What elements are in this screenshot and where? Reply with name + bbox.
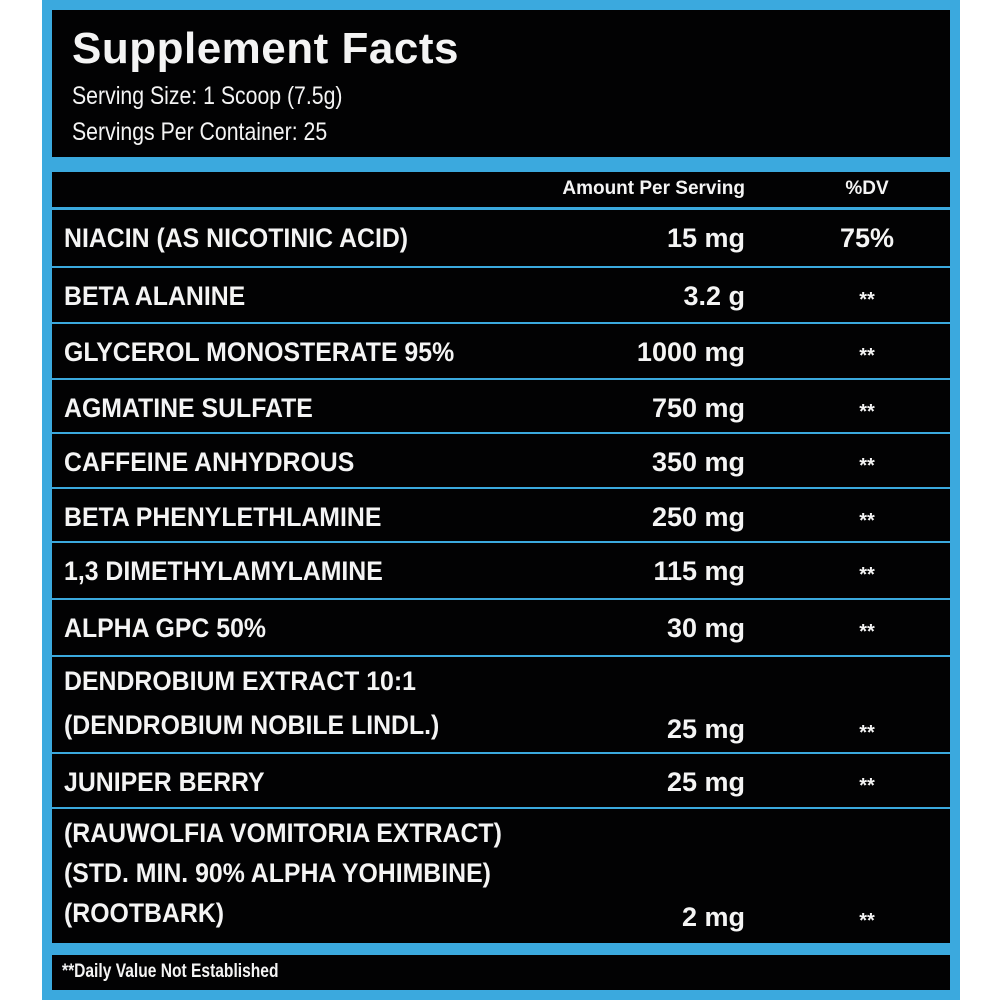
table-row: BETA PHENYLETHLAMINE 250 mg ** bbox=[52, 489, 950, 541]
amount-per-serving: 15 mg bbox=[666, 223, 745, 253]
amount-per-serving: 3.2 g bbox=[683, 281, 745, 311]
ingredient-name: NIACIN (AS NICOTINIC ACID) bbox=[64, 223, 409, 253]
ingredient-name: (DENDROBIUM NOBILE LINDL.) bbox=[64, 710, 440, 740]
daily-value: ** bbox=[859, 775, 875, 797]
amount-per-serving: 115 mg bbox=[653, 556, 745, 586]
column-header-row: Amount Per Serving %DV bbox=[52, 172, 950, 207]
table-row: GLYCEROL MONOSTERATE 95% 1000 mg ** bbox=[52, 324, 950, 378]
amount-per-serving: 250 mg bbox=[651, 502, 745, 532]
amount-per-serving: 30 mg bbox=[666, 613, 745, 643]
ingredient-name: DENDROBIUM EXTRACT 10:1 bbox=[64, 666, 416, 696]
table-row: BETA ALANINE 3.2 g ** bbox=[52, 268, 950, 322]
serving-size: Serving Size: 1 Scoop (7.5g) bbox=[72, 82, 343, 110]
table-row: NIACIN (AS NICOTINIC ACID) 15 mg 75% bbox=[52, 210, 950, 266]
daily-value: ** bbox=[859, 722, 875, 744]
ingredient-name: 1,3 DIMETHYLAMYLAMINE bbox=[64, 556, 383, 586]
ingredient-name: JUNIPER BERRY bbox=[64, 767, 265, 797]
daily-value: ** bbox=[859, 564, 875, 586]
ingredient-name: BETA ALANINE bbox=[64, 281, 246, 311]
table-row: JUNIPER BERRY 25 mg ** bbox=[52, 754, 950, 807]
header-panel: Supplement Facts Serving Size: 1 Scoop (… bbox=[52, 10, 950, 157]
footnote: **Daily Value Not Established bbox=[62, 961, 279, 982]
daily-value: ** bbox=[859, 621, 875, 643]
amount-column-header: Amount Per Serving bbox=[562, 178, 745, 199]
daily-value: ** bbox=[859, 455, 875, 477]
facts-table: Amount Per Serving %DV NIACIN (AS NICOTI… bbox=[52, 172, 950, 943]
daily-value: ** bbox=[859, 289, 875, 311]
daily-value: ** bbox=[859, 345, 875, 367]
ingredient-name: (RAUWOLFIA VOMITORIA EXTRACT) bbox=[64, 818, 502, 848]
table-row: 1,3 DIMETHYLAMYLAMINE 115 mg ** bbox=[52, 543, 950, 598]
amount-per-serving: 750 mg bbox=[651, 393, 745, 423]
servings-per-container: Servings Per Container: 25 bbox=[72, 118, 328, 146]
table-row: ALPHA GPC 50% 30 mg ** bbox=[52, 600, 950, 655]
amount-per-serving: 25 mg bbox=[666, 714, 745, 744]
amount-per-serving: 1000 mg bbox=[636, 337, 745, 367]
table-row: DENDROBIUM EXTRACT 10:1 (DENDROBIUM NOBIL… bbox=[52, 657, 950, 752]
amount-per-serving: 350 mg bbox=[651, 447, 745, 477]
table-row: CAFFEINE ANHYDROUS 350 mg ** bbox=[52, 434, 950, 487]
ingredient-name: AGMATINE SULFATE bbox=[64, 393, 313, 423]
ingredient-name: CAFFEINE ANHYDROUS bbox=[64, 447, 355, 477]
ingredient-name: GLYCEROL MONOSTERATE 95% bbox=[64, 337, 455, 367]
table-row: AGMATINE SULFATE 750 mg ** bbox=[52, 380, 950, 432]
daily-value: ** bbox=[859, 910, 875, 932]
daily-value: 75% bbox=[839, 223, 895, 253]
ingredient-name: (STD. MIN. 90% ALPHA YOHIMBINE) bbox=[64, 858, 491, 888]
table-row: (RAUWOLFIA VOMITORIA EXTRACT) (STD. MIN. … bbox=[52, 809, 950, 943]
ingredient-name: ALPHA GPC 50% bbox=[64, 613, 266, 643]
title: Supplement Facts bbox=[72, 24, 459, 73]
supplement-facts-label: Supplement Facts Serving Size: 1 Scoop (… bbox=[42, 0, 960, 1000]
amount-per-serving: 2 mg bbox=[681, 902, 745, 932]
footnote-panel: **Daily Value Not Established bbox=[52, 955, 950, 990]
ingredient-name: BETA PHENYLETHLAMINE bbox=[64, 502, 382, 532]
daily-value: ** bbox=[859, 401, 875, 423]
amount-per-serving: 25 mg bbox=[666, 767, 745, 797]
daily-value: ** bbox=[859, 510, 875, 532]
ingredient-name: (ROOTBARK) bbox=[64, 898, 225, 928]
dv-column-header: %DV bbox=[845, 178, 889, 199]
